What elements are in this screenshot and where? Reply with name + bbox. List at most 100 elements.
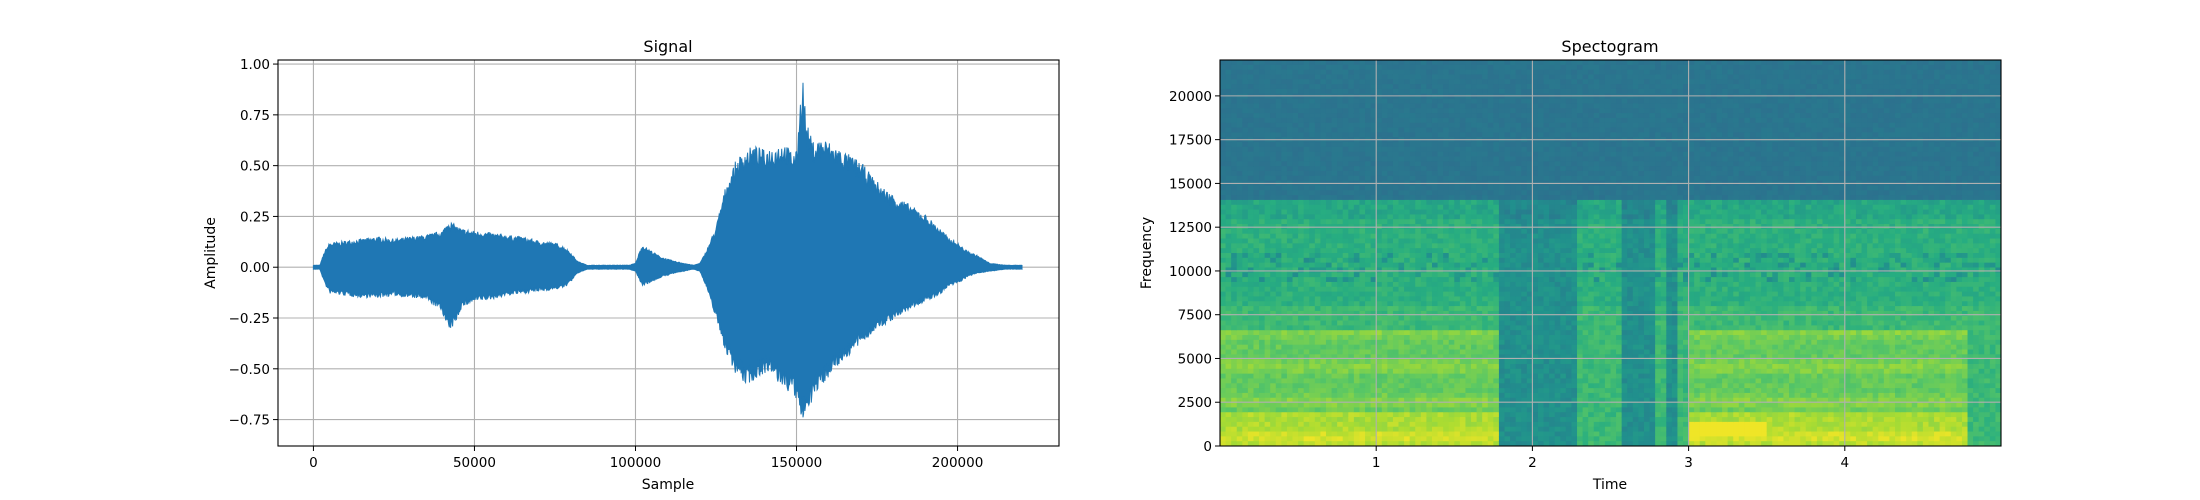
spectrogram-cell xyxy=(1482,301,1489,307)
spectrogram-cell xyxy=(1337,117,1344,124)
spectrogram-cell xyxy=(1359,79,1366,85)
spectrogram-cell xyxy=(1549,69,1556,76)
spectrogram-cell xyxy=(1225,373,1232,380)
spectrogram-cell xyxy=(1331,204,1338,211)
spectrogram-cell xyxy=(1264,199,1271,206)
spectrogram-cell xyxy=(1387,436,1394,442)
spectrogram-cell xyxy=(1220,243,1227,249)
spectrogram-cell xyxy=(1253,421,1260,428)
spectrogram-cell xyxy=(1359,93,1366,100)
spectrogram-cell xyxy=(1448,315,1455,322)
spectrogram-cell xyxy=(1398,426,1405,433)
spectrogram-cell xyxy=(1353,397,1361,404)
spectrogram-cell xyxy=(1275,325,1282,331)
spectrogram-cell xyxy=(1459,166,1467,172)
spectrogram-cell xyxy=(1303,262,1310,269)
signal-y-tick-label: 0.50 xyxy=(240,159,270,175)
spectrogram-cell xyxy=(1554,248,1561,254)
spectrogram-cell xyxy=(1365,277,1372,283)
spectrogram-cell xyxy=(1471,359,1478,365)
spectrogram-cell xyxy=(1560,156,1567,162)
spectrogram-cell xyxy=(1225,339,1232,346)
spectrogram-cell xyxy=(1220,344,1227,351)
spectrogram-cell xyxy=(1498,291,1506,298)
spectrogram-cell xyxy=(1487,175,1494,182)
spectrogram-cell xyxy=(1426,441,1433,446)
spectrogram-cell xyxy=(1471,93,1478,100)
spectrogram-cell xyxy=(1247,272,1255,278)
spectrogram-cell xyxy=(1231,296,1238,302)
spectrogram-cell xyxy=(1220,103,1227,109)
spectrogram-cell xyxy=(1342,190,1349,196)
spectrogram-cell xyxy=(1353,344,1361,351)
spectrogram-cell xyxy=(1431,436,1439,442)
spectrogram-cell xyxy=(1415,368,1422,375)
spectrogram-cell xyxy=(1331,383,1338,389)
spectrogram-cell xyxy=(1381,214,1388,220)
spectrogram-cell xyxy=(1353,359,1361,365)
spectrogram-cell xyxy=(1404,291,1411,298)
spectrogram-cell xyxy=(1342,301,1349,307)
spectrogram-cell xyxy=(1404,368,1411,375)
spectrogram-cell xyxy=(1543,79,1550,85)
spectrogram-cell xyxy=(1420,253,1428,259)
spectrogram-cell xyxy=(1532,325,1539,331)
spectrogram-cell xyxy=(1537,339,1545,346)
spectrogram-cell xyxy=(1370,243,1377,249)
spectrogram-cell xyxy=(1270,310,1277,317)
spectrogram-cell xyxy=(1515,190,1522,196)
spectrogram-cell xyxy=(1554,108,1561,114)
spectrogram-cell xyxy=(1493,209,1500,215)
spectrogram-cell xyxy=(1281,417,1288,423)
spectrogram-cell xyxy=(1236,441,1243,446)
spectrogram-cell xyxy=(1376,397,1383,404)
spectrogram-cell xyxy=(1471,363,1478,370)
spectrogram-cell xyxy=(1437,132,1444,138)
spectrogram-cell xyxy=(1471,166,1478,172)
spectrogram-cell xyxy=(1409,330,1416,336)
spectrogram-cell xyxy=(1420,132,1428,138)
spectrogram-cell xyxy=(1554,219,1561,225)
spectrogram-cell xyxy=(1309,238,1316,244)
spectrogram-cell xyxy=(1281,291,1288,298)
spectrogram-cell xyxy=(1370,441,1377,446)
spectrogram-cell xyxy=(1320,392,1327,399)
spectrogram-cell xyxy=(1392,253,1400,259)
spectrogram-cell xyxy=(1365,349,1372,355)
spectrogram-cell xyxy=(1510,349,1517,355)
spectrogram-cell xyxy=(1309,426,1316,433)
spectrogram-cell xyxy=(1348,69,1355,76)
spectrogram-cell xyxy=(1493,349,1500,355)
spectrogram-cell xyxy=(1303,281,1310,288)
spectrogram-cell xyxy=(1253,262,1260,269)
spectrogram-cell xyxy=(1320,74,1327,80)
spectrogram-cell xyxy=(1242,93,1249,100)
spectrogram-cell xyxy=(1443,156,1450,162)
spectrogram-cell xyxy=(1247,253,1255,259)
spectrogram-cell xyxy=(1448,402,1455,408)
spectrogram-cell xyxy=(1225,170,1232,177)
spectrogram-cell xyxy=(1381,392,1388,399)
spectrogram-cell xyxy=(1443,402,1450,408)
spectrogram-cell xyxy=(1314,262,1322,269)
spectrogram-cell xyxy=(1526,185,1533,191)
spectrogram-cell xyxy=(1325,363,1333,370)
spectrogram-cell xyxy=(1476,93,1483,100)
spectrogram-cell xyxy=(1493,310,1500,317)
spectrogram-cell xyxy=(1231,228,1238,235)
spectrogram-cell xyxy=(1487,383,1494,389)
spectrogram-cell xyxy=(1420,204,1428,211)
spectrogram-cell xyxy=(1415,310,1422,317)
spectrogram-cell xyxy=(1476,436,1483,442)
spectrogram-cell xyxy=(1253,363,1260,370)
spectrogram-cell xyxy=(1376,103,1383,109)
spectrogram-cell xyxy=(1337,228,1344,235)
spectrogram-cell xyxy=(1426,286,1433,293)
spectrogram-cell xyxy=(1454,315,1461,322)
spectrogram-cell xyxy=(1498,248,1506,254)
spectrogram-cell xyxy=(1454,122,1461,129)
spectrogram-cell xyxy=(1431,253,1439,259)
spectrogram-cell xyxy=(1443,310,1450,317)
spectrogram-cell xyxy=(1526,190,1533,196)
spectrogram-cell xyxy=(1526,146,1533,153)
